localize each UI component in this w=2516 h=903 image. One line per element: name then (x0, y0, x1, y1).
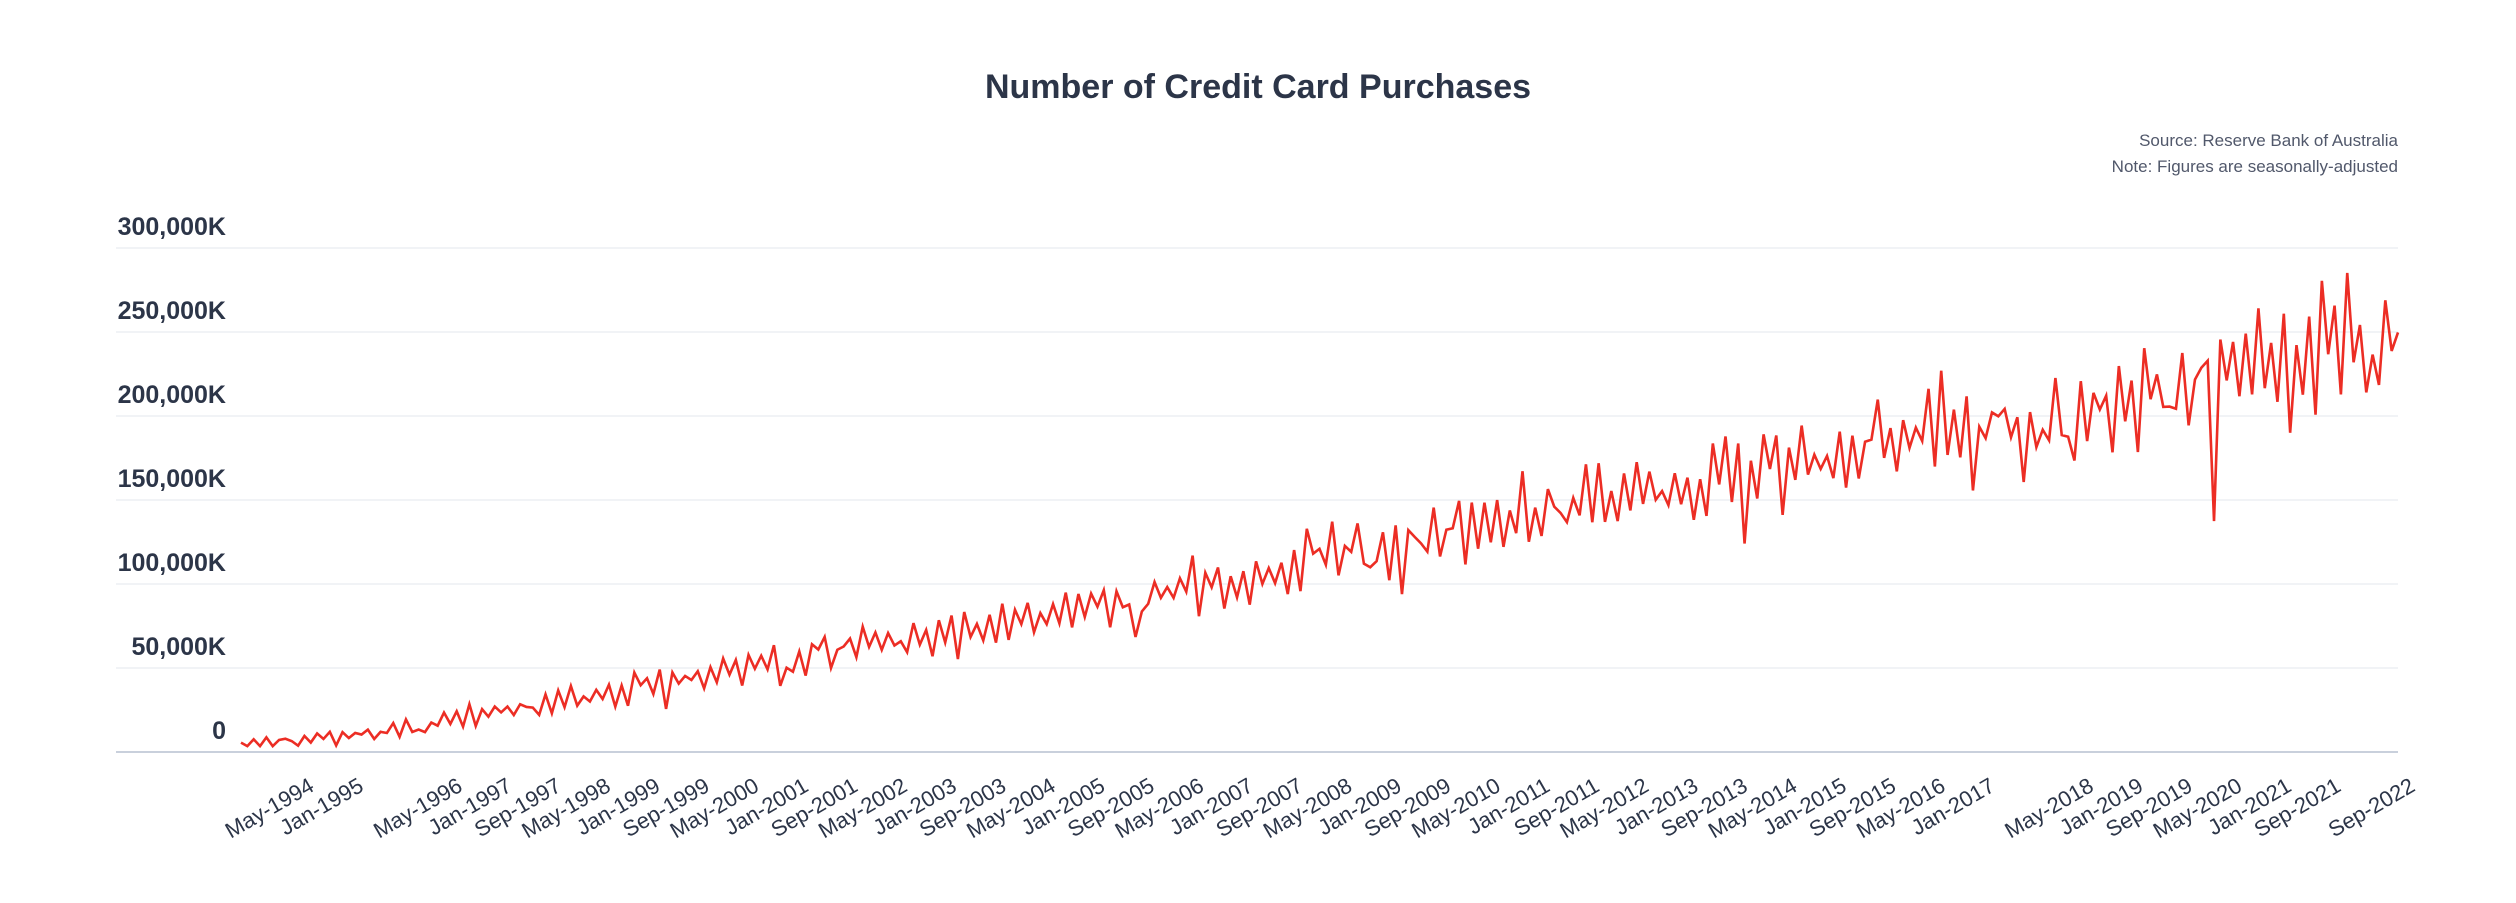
svg-text:150,000K: 150,000K (118, 465, 226, 493)
svg-text:0: 0 (212, 717, 226, 745)
svg-text:50,000K: 50,000K (131, 633, 226, 661)
svg-text:300,000K: 300,000K (118, 213, 226, 241)
svg-text:200,000K: 200,000K (118, 381, 226, 409)
svg-text:250,000K: 250,000K (118, 297, 226, 325)
svg-text:100,000K: 100,000K (118, 549, 226, 577)
